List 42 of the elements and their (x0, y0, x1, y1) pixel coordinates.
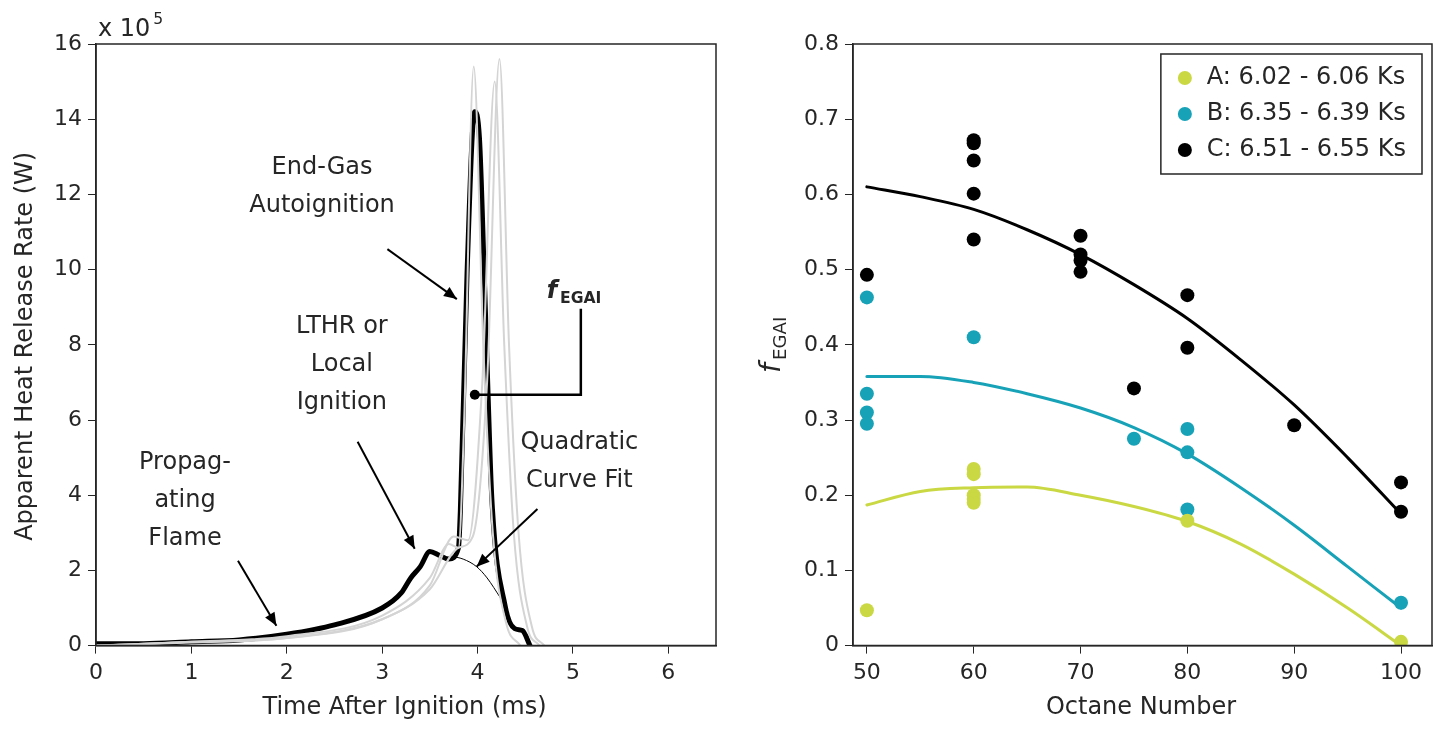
y-tick-label: 12 (53, 180, 82, 206)
y-tick-label: 14 (53, 104, 82, 130)
y-tick-label: 0 (824, 631, 839, 657)
x-tick-label: 90 (1280, 658, 1309, 684)
x-tick-label: 1 (184, 658, 199, 684)
legend-label: C: 6.51 - 6.55 Ks (1206, 134, 1406, 163)
y-tick-label: 0.8 (803, 29, 839, 55)
y-tick-label: 10 (53, 255, 82, 281)
x-axis-title: Octane Number (1045, 691, 1237, 720)
x-tick-label: 2 (279, 658, 294, 684)
y-tick-label: 0.6 (803, 180, 839, 206)
x-tick-label: 0 (88, 658, 103, 684)
y-axis-title: fEGAI (754, 316, 791, 373)
x-tick-label: 6 (661, 658, 676, 684)
annotation: LTHR or Local Ignition (296, 310, 388, 415)
x-tick-label: 3 (375, 658, 390, 684)
y-tick-label: 6 (67, 405, 82, 431)
x-tick-label: 4 (470, 658, 485, 684)
annotation: End-Gas Autoignition (249, 152, 395, 219)
legend-label: A: 6.02 - 6.06 Ks (1206, 62, 1406, 91)
y-tick-label: 0.4 (803, 330, 839, 356)
y-tick-label: 16 (53, 29, 82, 55)
y-tick-label: 0.5 (803, 255, 839, 281)
x-tick-label: 100 (1380, 658, 1423, 684)
y-tick-label: 0.1 (803, 556, 839, 582)
y-tick-label: 0.3 (803, 405, 839, 431)
annotation: Propag- ating Flame (139, 447, 231, 552)
x-tick-label: 60 (959, 658, 988, 684)
x-tick-label: 80 (1173, 658, 1202, 684)
x-tick-label: 5 (565, 658, 580, 684)
y-tick-label: 0.2 (803, 480, 839, 506)
x-axis-title: Time After Ignition (ms) (261, 691, 547, 720)
x-tick-label: 50 (852, 658, 881, 684)
annotation: Quadratic Curve Fit (520, 426, 639, 493)
x-tick-label: 70 (1066, 658, 1095, 684)
y-tick-label: 2 (67, 556, 82, 582)
y-tick-label: 4 (67, 480, 82, 506)
y-axis-title: Apparent Heat Release Rate (W) (10, 151, 39, 541)
y-tick-label: 0.7 (803, 104, 839, 130)
legend-label: B: 6.35 - 6.39 Ks (1206, 98, 1406, 127)
y-tick-label: 0 (67, 631, 82, 657)
y-tick-label: 8 (67, 330, 82, 356)
